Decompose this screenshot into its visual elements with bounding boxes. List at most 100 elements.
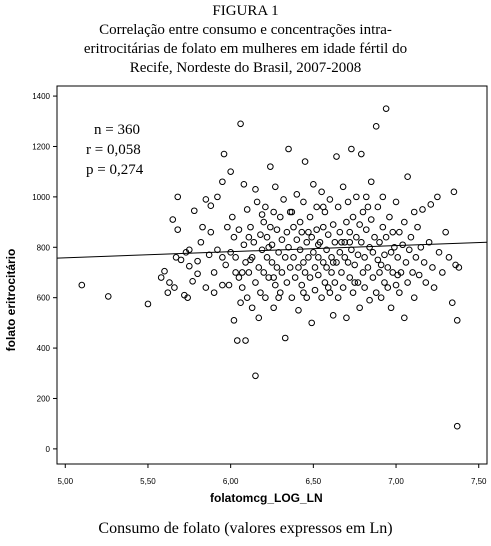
data-point (197, 238, 205, 246)
data-point (229, 213, 236, 221)
y-tick-label: 1000 (32, 193, 50, 202)
y-axis-label: folato eritrocitário (4, 249, 18, 352)
data-point (186, 262, 193, 270)
data-point (265, 243, 272, 251)
data-point (184, 294, 191, 301)
data-point (321, 279, 329, 286)
data-point (339, 284, 347, 291)
data-point (419, 206, 426, 213)
data-point (369, 274, 377, 281)
data-point (301, 158, 309, 165)
data-point (283, 228, 291, 236)
data-point (186, 246, 193, 254)
data-point (268, 259, 276, 266)
data-point (334, 294, 342, 301)
data-point (219, 178, 226, 186)
data-point (247, 223, 254, 231)
data-point (367, 178, 375, 186)
data-point (427, 201, 435, 208)
data-point (194, 257, 201, 265)
data-point (291, 274, 299, 281)
data-point (402, 259, 410, 266)
data-point (396, 289, 403, 296)
data-point (243, 294, 251, 301)
data-point (319, 259, 327, 266)
data-point (353, 233, 360, 241)
data-point (237, 299, 244, 307)
data-point (275, 294, 282, 301)
data-point (343, 314, 350, 322)
data-point (323, 264, 330, 271)
data-point (252, 372, 259, 380)
data-point (242, 259, 249, 266)
data-point (281, 254, 289, 261)
data-point (285, 243, 292, 251)
data-point (306, 274, 314, 281)
data-point (410, 294, 418, 301)
data-point (404, 173, 411, 181)
data-point (227, 168, 234, 175)
data-point (409, 269, 416, 276)
data-point (336, 228, 344, 236)
figure-title-line-4: Recife, Nordeste do Brasil, 2007-2008 (129, 60, 362, 76)
data-point (389, 269, 397, 276)
data-point (382, 233, 390, 241)
data-point (300, 259, 307, 266)
data-point (258, 211, 266, 218)
stat-p: p = 0,274 (86, 162, 144, 178)
data-point (358, 238, 365, 246)
data-point (333, 153, 340, 160)
data-point (450, 188, 458, 196)
data-point (353, 193, 360, 201)
data-point (286, 264, 294, 271)
figure-title-line-2: Correlação entre consumo e concentrações… (99, 22, 392, 38)
data-point (285, 145, 292, 153)
x-tick-label: 5,50 (140, 477, 156, 486)
data-point (434, 193, 441, 201)
data-point (361, 254, 368, 261)
data-point (338, 238, 345, 246)
data-point (343, 218, 350, 226)
data-point (407, 233, 415, 241)
data-point (362, 226, 370, 233)
data-point (429, 264, 436, 271)
data-point (369, 249, 377, 256)
data-point (174, 226, 182, 233)
data-point (448, 299, 456, 307)
data-point (354, 279, 362, 286)
data-point (296, 246, 304, 254)
stats-annotation: n = 360 r = 0,058 p = 0,274 (86, 120, 143, 180)
data-point (425, 238, 433, 246)
data-point (177, 256, 185, 264)
figure-title-line-3: eritrocitárias de folato em mulheres em … (83, 41, 408, 57)
data-point (210, 269, 218, 276)
figure-title: FIGURA 1 Correlação entre consumo e conc… (0, 2, 491, 78)
data-point (283, 279, 291, 286)
data-point (349, 289, 357, 296)
data-point (328, 269, 335, 276)
data-point (263, 233, 271, 241)
data-point (362, 193, 370, 201)
data-point (280, 196, 287, 203)
data-point (372, 123, 380, 130)
data-point (387, 249, 395, 256)
data-point (392, 281, 400, 289)
data-point (326, 196, 334, 203)
data-point (275, 249, 282, 256)
data-point (202, 196, 210, 203)
data-point (334, 203, 342, 211)
data-point (276, 213, 284, 221)
data-point (267, 223, 274, 231)
data-point (300, 289, 307, 296)
data-point (386, 213, 393, 221)
data-point (252, 279, 259, 286)
data-point (394, 254, 401, 261)
data-point (219, 281, 226, 289)
data-point (144, 300, 152, 308)
data-point (232, 269, 239, 276)
data-point (319, 223, 327, 231)
data-point (401, 314, 408, 322)
x-axis-label: folatomcg_LOG_LN (210, 491, 323, 505)
data-point (384, 284, 392, 291)
